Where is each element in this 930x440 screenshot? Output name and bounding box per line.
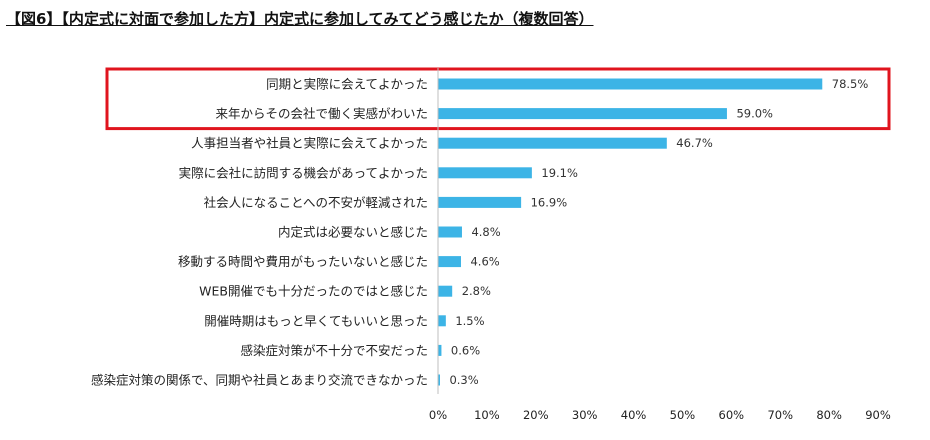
x-tick-label: 80% <box>816 408 842 422</box>
bar <box>438 167 532 179</box>
value-label: 46.7% <box>676 136 713 150</box>
x-tick-label: 30% <box>572 408 598 422</box>
x-tick-label: 60% <box>719 408 745 422</box>
bar <box>438 285 453 297</box>
category-label: 人事担当者や社員と実際に会えてよかった <box>191 136 428 151</box>
category-label: 移動する時間や費用がもったいないと感じた <box>178 254 428 269</box>
category-label: 実際に会社に訪問する機会があってよかった <box>179 165 428 180</box>
value-label: 59.0% <box>736 107 773 121</box>
bar <box>438 137 667 149</box>
bar <box>438 315 446 327</box>
x-tick-label: 0% <box>429 408 447 422</box>
value-label: 16.9% <box>531 195 568 209</box>
value-label: 2.8% <box>462 284 491 298</box>
bar <box>438 226 462 238</box>
x-tick-label: 70% <box>767 408 793 422</box>
category-label: 同期と実際に会えてよかった <box>266 77 428 92</box>
x-tick-label: 50% <box>670 408 696 422</box>
x-tick-label: 10% <box>474 408 500 422</box>
value-label: 4.6% <box>470 255 499 269</box>
value-label: 78.5% <box>832 77 869 91</box>
value-label: 19.1% <box>541 166 578 180</box>
x-tick-label: 20% <box>523 408 549 422</box>
category-label: WEB開催でも十分だったのではと感じた <box>199 284 428 299</box>
value-label: 0.3% <box>449 373 478 387</box>
category-label: 社会人になることへの不安が軽減された <box>204 195 428 210</box>
bar <box>438 196 522 208</box>
bar <box>438 78 823 90</box>
value-label: 1.5% <box>455 314 484 328</box>
bar <box>438 344 442 356</box>
x-tick-label: 90% <box>865 408 891 422</box>
category-label: 開催時期はもっと早くてもいいと思った <box>204 313 428 328</box>
bar <box>438 256 461 268</box>
category-label: 内定式は必要ないと感じた <box>278 225 428 240</box>
bar <box>438 108 727 120</box>
page-title: 【図6】【内定式に対面で参加した方】内定式に参加してみてどう感じたか（複数回答） <box>6 10 594 28</box>
category-label: 感染症対策の関係で、同期や社員とあまり交流できなかった <box>91 373 428 388</box>
x-tick-label: 40% <box>621 408 647 422</box>
category-label: 来年からその会社で働く実感がわいた <box>215 106 428 121</box>
category-label: 感染症対策が不十分で不安だった <box>240 343 428 358</box>
highlight-box <box>105 67 891 131</box>
value-label: 4.8% <box>471 225 500 239</box>
bar <box>438 374 440 386</box>
value-label: 0.6% <box>451 343 480 357</box>
